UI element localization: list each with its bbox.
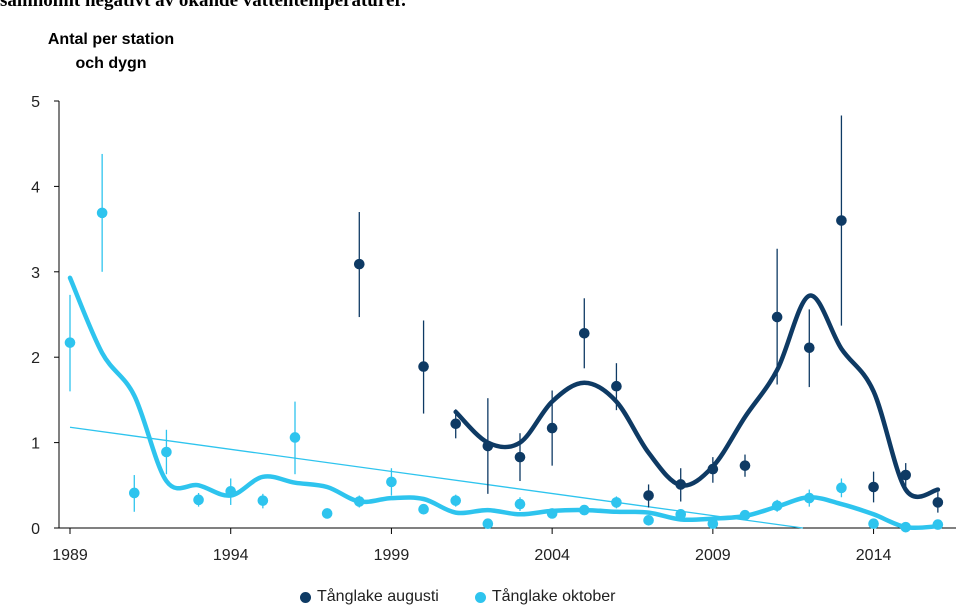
legend-item-oktober: Tånglake oktober [474,588,616,606]
data-point-augusti [514,451,526,463]
data-point-augusti [353,258,365,270]
legend-item-augusti: Tånglake augusti [300,588,439,606]
data-point-oktober [546,508,558,519]
y-tick-label: 0 [31,521,40,538]
data-point-oktober [96,207,108,219]
data-point-oktober [257,495,269,506]
y-tick-label: 3 [31,265,40,282]
legend-label-oktober: Tånglake oktober [491,588,616,605]
data-point-augusti [739,460,751,471]
data-point-oktober [932,519,944,530]
legend-label-augusti: Tånglake augusti [317,588,439,605]
data-point-oktober [514,498,526,510]
y-tick-label: 2 [31,350,40,367]
axes: 0 1 2 3 4 5 1989 1994 1999 2004 2009 2014 [31,94,956,564]
smooth-curve-oktober [67,275,941,531]
data-point-oktober [675,509,687,520]
y-tick-label: 5 [31,94,40,111]
trend-lines [69,426,803,529]
data-point-oktober [193,494,204,506]
y-axis-label-line-1: Antal per station [47,31,175,48]
x-tick-label: 1999 [374,547,410,564]
data-point-oktober [643,515,654,526]
data-point-augusti [611,380,622,392]
x-tick-label: 2004 [534,547,570,564]
data-point-oktober [225,485,237,497]
data-point-oktober [450,495,462,506]
data-point-augusti [643,490,654,501]
data-point-augusti [418,361,429,372]
y-tick-label: 1 [31,436,40,453]
data-point-augusti [803,342,815,354]
data-point-oktober [707,518,719,530]
data-point-oktober [739,509,751,521]
data-point-augusti [707,463,719,475]
x-tick-label: 1989 [52,547,88,564]
x-tick-label: 2014 [856,547,892,564]
x-tick-label: 1994 [213,547,249,564]
data-point-oktober [836,482,847,494]
data-point-augusti [900,469,912,481]
data-point-augusti [546,422,558,434]
y-axis-label-line-2: och dygn [75,55,147,72]
data-point-augusti [868,481,879,493]
caption-text: samholmt negativt av okande vattentemper… [0,0,720,10]
smooth-curves [67,275,941,531]
data-point-oktober [161,446,172,458]
data-point-augusti [450,418,462,430]
trend-line-oktober [69,426,803,529]
smooth-curve-augusti [453,293,941,500]
data-point-oktober [353,496,365,507]
data-point-oktober [64,337,76,348]
data-point-augusti [836,215,847,226]
data-point-augusti [932,497,944,508]
legend: Tånglake augusti Tånglake oktober [300,586,616,608]
data-point-oktober [611,497,622,508]
error-bars [69,115,939,528]
data-point-augusti [578,327,590,339]
data-point-oktober [386,476,397,488]
data-point-oktober [289,432,301,443]
data-point-oktober [418,503,429,515]
x-tick-label: 2009 [695,547,731,564]
data-point-augusti [482,440,494,452]
data-points [64,207,944,533]
data-point-oktober [128,487,140,499]
data-point-oktober [482,518,494,530]
data-point-oktober [868,518,879,530]
legend-marker-augusti [300,591,311,603]
data-point-oktober [900,521,912,533]
legend-marker-oktober [474,591,486,603]
data-point-oktober [578,504,590,516]
data-point-oktober [803,492,815,504]
data-point-oktober [771,500,783,512]
y-tick-label: 4 [31,179,40,196]
y-axis-label: Antal per station och dygn [36,28,206,76]
data-point-augusti [771,311,783,323]
data-point-oktober [321,508,333,519]
data-point-augusti [675,479,687,490]
